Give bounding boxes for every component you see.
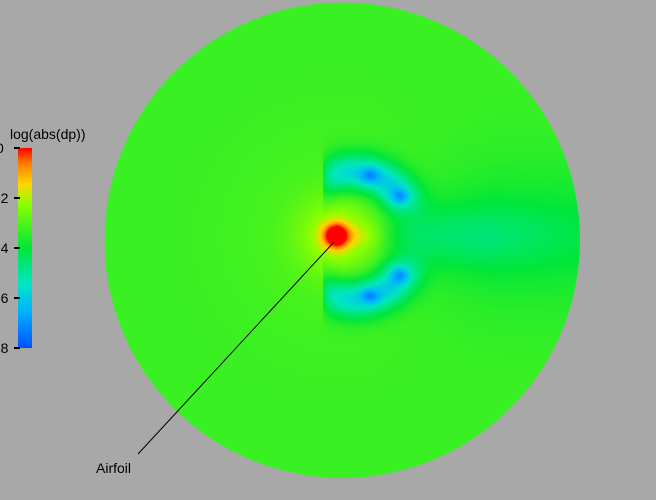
tick-mark [14, 247, 20, 249]
colorbar: log(abs(dp)) 0-2-4-6-8 [18, 0, 78, 500]
colorbar-title: log(abs(dp)) [10, 126, 85, 142]
colorbar-tick: -6 [0, 290, 8, 306]
tick-mark [14, 197, 20, 199]
colorbar-tick: 0 [0, 140, 4, 156]
scalar-field-plot [104, 2, 580, 478]
tick-mark [14, 297, 20, 299]
field-canvas [104, 2, 580, 478]
tick-mark [14, 147, 20, 149]
colorbar-tick: -4 [0, 240, 8, 256]
tick-mark [14, 347, 20, 349]
annotation-label: Airfoil [96, 460, 131, 476]
colorbar-gradient [18, 148, 32, 348]
colorbar-tick: -2 [0, 190, 8, 206]
colorbar-tick: -8 [0, 340, 8, 356]
